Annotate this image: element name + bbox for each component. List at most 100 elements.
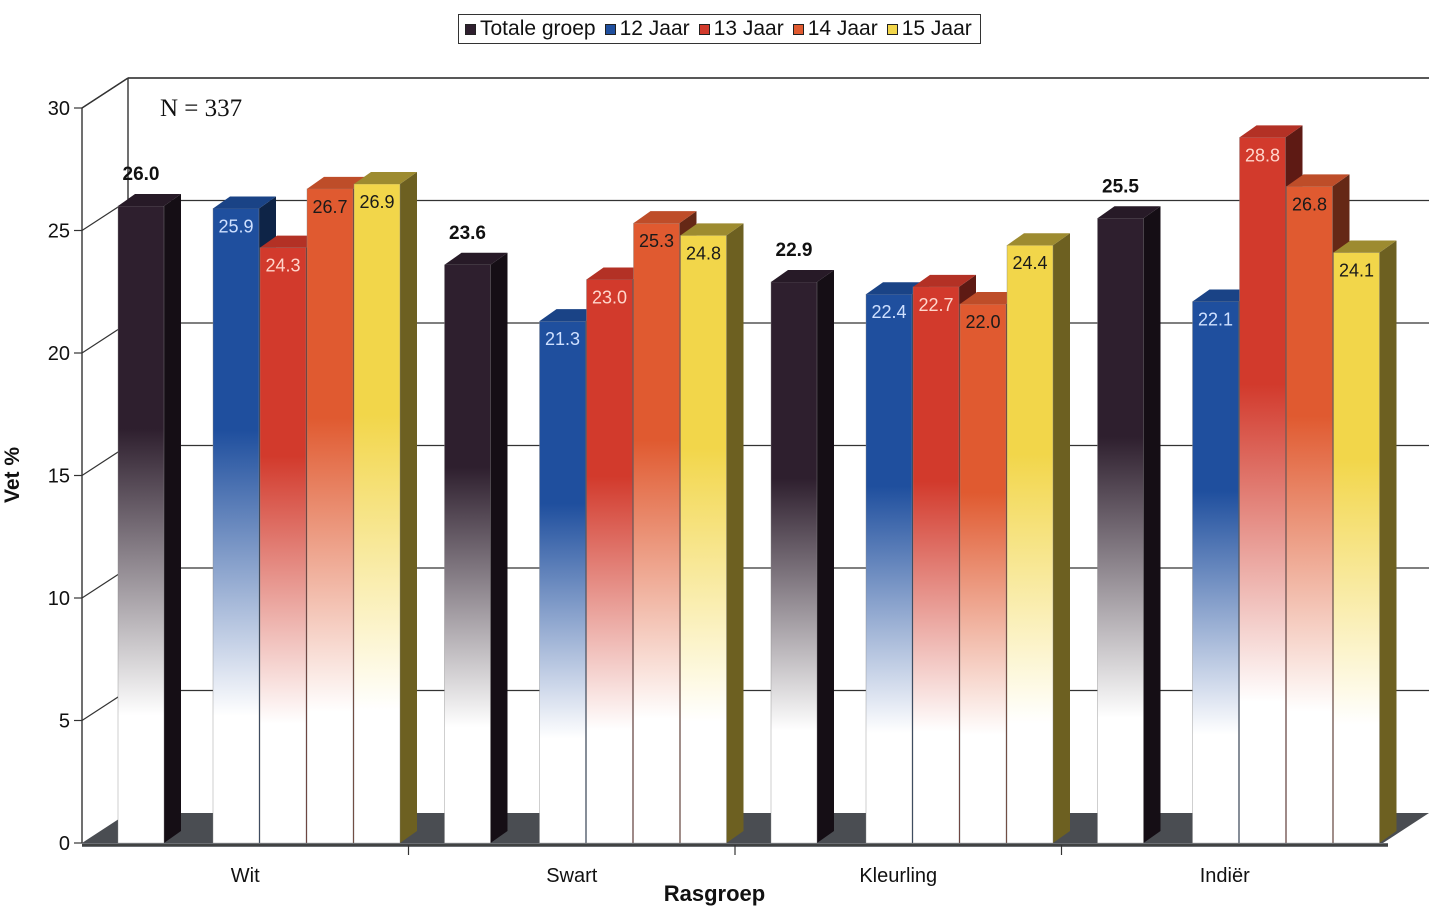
bar-side	[164, 194, 181, 843]
data-label: 23.6	[449, 223, 486, 244]
bar-top	[1007, 233, 1070, 246]
bar-front	[959, 303, 1007, 844]
y-axis-label: Vet %	[1, 446, 24, 504]
grid-line-diagonal	[81, 77, 129, 109]
data-label: 24.8	[686, 243, 721, 263]
bar-front	[1006, 244, 1054, 844]
legend-swatch	[698, 23, 710, 35]
bar	[1097, 206, 1161, 844]
data-label: 24.1	[1339, 261, 1374, 281]
bar-front	[680, 235, 727, 844]
bar-front	[1192, 301, 1239, 844]
legend-item: 13 Jaar	[698, 17, 784, 41]
bar-front	[212, 208, 260, 844]
bar-top	[444, 252, 508, 265]
data-label: 25.3	[639, 231, 674, 251]
bar-side	[1379, 240, 1397, 844]
bar-front	[353, 183, 401, 844]
bar	[117, 194, 181, 844]
bar-side	[490, 252, 508, 844]
legend-item: 15 Jaar	[886, 17, 972, 41]
data-label: 26.7	[312, 197, 347, 217]
bar-front	[1333, 252, 1380, 844]
bar-side	[1053, 233, 1070, 843]
data-label: 22.1	[1198, 310, 1233, 330]
bar-top	[213, 196, 276, 209]
data-label: 28.8	[1245, 145, 1280, 165]
y-tick-label: 25	[48, 221, 70, 243]
bar-top	[1097, 206, 1161, 219]
bar-side	[400, 171, 417, 843]
legend: Totale groep 12 Jaar 13 Jaar 14 Jaar 15 Jaar	[458, 14, 981, 44]
y-tick-label: 20	[48, 343, 70, 365]
y-axis: 0 5 10 15 20 25 30	[48, 98, 83, 855]
data-labels: 26.0 25.9 24.3 26.7 26.9 23.6 21.3 23.0 25.3 24.8…	[123, 145, 1375, 349]
y-tick-label: 10	[48, 588, 70, 610]
bar	[680, 223, 744, 844]
legend-item: 14 Jaar	[792, 17, 878, 41]
bar	[1333, 240, 1397, 844]
bar-front	[259, 247, 307, 844]
bar-top	[1239, 125, 1303, 138]
bar	[1006, 233, 1070, 844]
data-label: 21.3	[545, 329, 580, 349]
data-label: 22.0	[965, 312, 1000, 332]
bar-top	[354, 171, 417, 184]
bar-top	[913, 274, 976, 287]
legend-swatch	[604, 23, 616, 35]
x-tick-label: Swart	[546, 865, 598, 887]
bar-front	[117, 205, 165, 844]
bar-side	[1143, 206, 1161, 843]
bar	[770, 269, 834, 844]
data-label: 22.7	[918, 295, 953, 315]
bar-front	[306, 188, 354, 844]
legend-label: 13 Jaar	[713, 17, 784, 40]
bar-top	[118, 194, 181, 206]
bar-side	[726, 223, 744, 843]
bar	[353, 171, 417, 844]
data-label: 24.4	[1012, 253, 1047, 273]
data-label: 26.9	[359, 192, 394, 212]
bar-top	[771, 269, 834, 282]
y-tick-label: 5	[59, 711, 70, 733]
bar-front	[1286, 186, 1333, 844]
bar-front	[633, 222, 680, 844]
sample-size-note: N = 337	[160, 95, 243, 122]
legend-label: 12 Jaar	[619, 17, 690, 40]
bar-front	[770, 281, 818, 844]
legend-label: Totale groep	[480, 17, 596, 40]
data-label: 25.5	[1102, 176, 1139, 197]
legend-swatch	[886, 23, 898, 35]
legend-item: Totale groep	[465, 17, 596, 41]
bar-front	[1239, 137, 1286, 844]
data-label: 26.8	[1292, 194, 1327, 214]
data-label: 22.9	[776, 240, 813, 261]
legend-label: 15 Jaar	[901, 17, 972, 40]
legend-label: 14 Jaar	[807, 17, 878, 40]
floor-top	[82, 813, 1429, 843]
y-tick-label: 30	[48, 98, 70, 120]
bars	[117, 125, 1397, 844]
x-axis-label: Rasgroep	[663, 881, 766, 906]
bar-front	[539, 320, 586, 844]
y-tick-label: 15	[48, 466, 70, 488]
legend-swatch	[792, 23, 804, 35]
data-label: 25.9	[218, 216, 253, 236]
y-tick-label: 0	[59, 833, 70, 855]
x-tick-label: Wit	[231, 865, 260, 887]
bar	[444, 252, 508, 844]
data-label: 24.3	[265, 256, 300, 276]
bar-front	[444, 264, 491, 844]
data-label: 23.0	[592, 288, 627, 308]
x-tick-label: Kleurling	[859, 865, 937, 887]
x-tick-label: Indiër	[1200, 865, 1250, 887]
bar-front	[912, 286, 960, 844]
bar-top	[680, 223, 744, 236]
bar-top	[1286, 174, 1350, 187]
data-label: 26.0	[123, 164, 160, 185]
legend-item: 12 Jaar	[604, 17, 690, 41]
x-axis: Wit Swart Kleurling Indiër	[82, 844, 1388, 887]
bar-front	[865, 294, 913, 844]
bar-front	[586, 279, 633, 844]
